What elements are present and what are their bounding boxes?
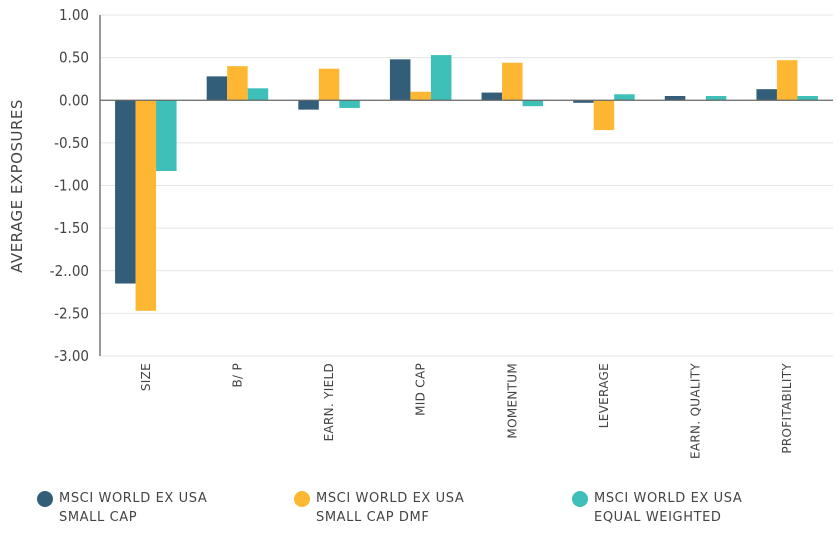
bar-leverage-series-2 (593, 100, 615, 131)
category-labels: SIZE B/ P EARN. YIELD MID CAP MOMENTUM LEVERA… (139, 363, 794, 459)
legend-label: MSCI WORLD EX USA EQUAL WEIGHTED (594, 489, 794, 527)
legend-label-line: EQUAL WEIGHTED (594, 510, 722, 525)
legend-label-line: SMALL CAP (59, 510, 138, 525)
bar-mid-cap-series-2 (410, 91, 431, 101)
legend-label-line: MSCI WORLD EX USA (594, 491, 743, 506)
bar-b-p-series-1 (206, 76, 228, 101)
bar-profitability-series-2 (776, 60, 798, 101)
y-tick-label: -0.50 (54, 134, 89, 152)
category-label: MOMENTUM (505, 363, 519, 439)
category-label: MID CAP (414, 363, 428, 416)
legend-label-line: SMALL CAP DMF (316, 510, 430, 525)
bar-mid-cap-series-3 (430, 55, 452, 101)
bar-momentum-series-2 (502, 62, 523, 101)
bar-earn-yield-series-1 (298, 100, 319, 110)
legend-item: MSCI WORLD EX USA EQUAL WEIGHTED (572, 489, 794, 527)
bar-momentum-series-3 (522, 100, 544, 107)
legend-item: MSCI WORLD EX USA SMALL CAP (37, 489, 259, 527)
bar-b-p-series-2 (227, 66, 248, 101)
category-label: EARN. YIELD (322, 363, 336, 441)
y-tick-labels: 1.00 0.50 0.00 -0.50 -1.00 -1.50 -2..00 -2.50 -3… (50, 6, 89, 365)
category-label: B/ P (230, 363, 244, 388)
category-label: LEVERAGE (597, 363, 611, 428)
y-tick-label: -1.00 (54, 177, 89, 195)
legend-item: MSCI WORLD EX USA SMALL CAP DMF (294, 489, 516, 527)
bar-earn-yield-series-2 (318, 68, 340, 101)
bar-earn-quality-series-3 (705, 95, 727, 101)
bar-momentum-series-1 (481, 92, 503, 101)
legend-swatch-icon (294, 491, 310, 507)
bar-size-series-1 (115, 100, 136, 284)
axes (99, 15, 833, 356)
bar-mid-cap-series-1 (389, 59, 411, 101)
category-label: PROFITABILITY (780, 363, 794, 454)
legend-swatch-icon (572, 491, 588, 507)
legend-swatch-icon (37, 491, 53, 507)
legend-label: MSCI WORLD EX USA SMALL CAP (59, 489, 259, 527)
y-axis-label: AVERAGE EXPOSURES (8, 99, 26, 273)
category-label: SIZE (139, 363, 153, 391)
y-tick-label: -1.50 (54, 219, 89, 237)
legend-label-line: MSCI WORLD EX USA (59, 491, 208, 506)
bar-leverage-series-1 (573, 100, 594, 103)
bar-earn-quality-series-1 (664, 95, 686, 101)
bar-profitability-series-1 (756, 89, 777, 101)
bar-size-series-2 (135, 100, 157, 311)
y-tick-label: 1.00 (59, 6, 89, 24)
y-tick-label: -2..00 (50, 262, 89, 280)
legend-label: MSCI WORLD EX USA SMALL CAP DMF (316, 489, 516, 527)
y-tick-label: 0.50 (59, 49, 89, 67)
bar-b-p-series-3 (247, 88, 269, 101)
bar-size-series-3 (156, 100, 177, 172)
y-tick-label: -3.00 (54, 347, 89, 365)
bar-earn-yield-series-3 (339, 100, 360, 108)
legend-label-line: MSCI WORLD EX USA (316, 491, 465, 506)
gridlines (100, 14, 833, 357)
bars (115, 55, 818, 311)
category-label: EARN. QUALITY (689, 363, 703, 459)
bar-profitability-series-3 (797, 95, 818, 101)
bar-leverage-series-3 (614, 94, 635, 101)
y-tick-label: 0.00 (59, 91, 89, 109)
y-tick-label: -2.50 (54, 304, 89, 322)
